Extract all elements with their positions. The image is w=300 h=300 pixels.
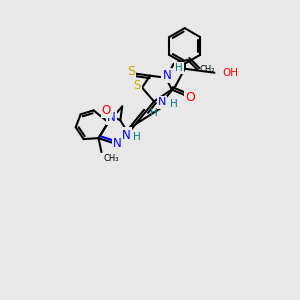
Text: O: O [102, 104, 111, 117]
Text: N: N [163, 69, 171, 82]
Text: S: S [127, 65, 135, 78]
Text: H: H [170, 99, 178, 110]
Text: H: H [175, 63, 183, 73]
Text: H: H [133, 132, 141, 142]
Text: N: N [113, 136, 122, 150]
Text: CH₂: CH₂ [200, 65, 215, 74]
Text: OH: OH [222, 68, 238, 78]
Text: CH₃: CH₃ [103, 154, 119, 163]
Text: O: O [186, 91, 196, 104]
Text: S: S [134, 79, 141, 92]
Text: N: N [158, 98, 166, 107]
Text: N: N [107, 111, 116, 124]
Text: H: H [150, 108, 158, 118]
Text: N: N [122, 129, 130, 142]
